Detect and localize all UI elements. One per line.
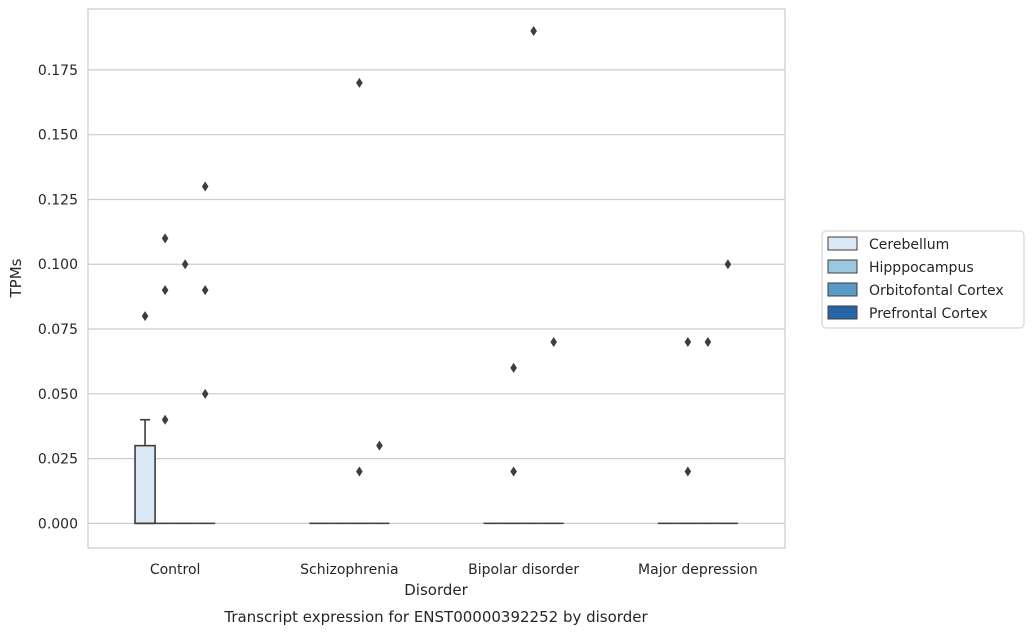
legend-swatch [827,236,858,251]
outlier-point [530,26,537,37]
y-tick-label: 0.100 [38,257,78,273]
legend-swatch [827,259,858,274]
outlier-point [704,336,712,347]
outlier-point [376,440,383,451]
y-tick-labels: 0.000 0.025 0.050 0.075 0.100 0.125 0.150 0.175 [38,63,78,532]
outlier-point [684,336,692,347]
y-tick-label: 0.125 [38,192,78,208]
outlier-point [201,388,209,399]
outlier-point [550,336,557,347]
x-tick-label: Bipolar disorder [468,562,579,578]
y-tick-label: 0.175 [38,63,78,79]
outlier-point [201,285,209,296]
outlier-point [181,259,189,270]
outlier-point [684,466,692,477]
x-tick-labels: Control Schizophrenia Bipolar disorder Majo… [150,562,758,578]
outlier-point [724,259,732,270]
outlier-point [356,466,363,477]
gridlines [88,69,785,524]
y-tick-label: 0.025 [38,452,78,468]
legend-label: Cerebellum [869,237,949,253]
outlier-point [356,77,363,88]
y-tick-label: 0.000 [38,516,78,532]
chart-caption: Transcript expression for ENST0000039225… [223,608,648,626]
legend-label: Prefrontal Cortex [869,306,988,322]
legend-label: Orbitofontal Cortex [869,283,1004,299]
x-axis-title: Disorder [404,581,468,599]
outlier-points [141,26,732,477]
outlier-point [161,414,169,425]
box-plots [134,418,738,525]
y-axis-title: TPMs [7,258,25,298]
legend-swatch [827,282,858,297]
legend-swatch [827,305,858,320]
outlier-point [141,311,149,322]
legend-label: Hipppocampus [869,260,974,276]
outlier-point [510,362,517,373]
legend-frame [821,230,1025,329]
legend: Cerebellum Hipppocampus Orbitofontal Corte… [821,230,1025,329]
x-tick-label: Schizophrenia [300,562,398,578]
outlier-point [161,233,169,244]
y-tick-label: 0.150 [38,128,78,144]
outlier-point [161,285,169,296]
plot-area-frame [87,8,786,549]
outlier-point [201,181,209,192]
outlier-point [510,466,517,477]
y-tick-label: 0.050 [38,387,78,403]
x-tick-label: Control [150,562,201,578]
box [134,444,156,525]
y-tick-label: 0.075 [38,322,78,338]
x-tick-label: Major depression [638,562,758,578]
